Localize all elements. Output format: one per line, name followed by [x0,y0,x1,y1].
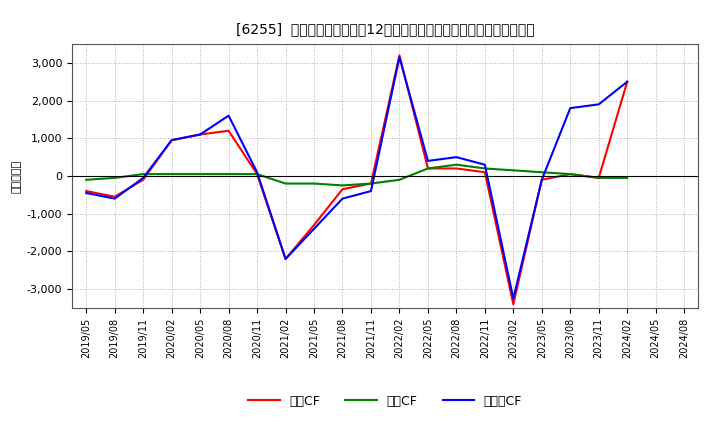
投資CF [509,168,518,173]
投資CF [253,172,261,177]
投資CF [480,166,489,171]
営業CF [480,169,489,175]
投資CF [537,169,546,175]
営業CF [82,188,91,194]
営業CF [366,181,375,186]
投資CF [282,181,290,186]
フリーCF [82,191,91,196]
フリーCF [338,196,347,201]
投資CF [338,183,347,188]
営業CF [537,177,546,183]
投資CF [139,172,148,177]
フリーCF [480,162,489,167]
フリーCF [566,106,575,111]
投資CF [423,166,432,171]
営業CF [196,132,204,137]
Legend: 営業CF, 投資CF, フリーCF: 営業CF, 投資CF, フリーCF [243,390,527,413]
フリーCF [423,158,432,164]
営業CF [167,138,176,143]
営業CF [423,166,432,171]
フリーCF [282,257,290,262]
営業CF [282,257,290,262]
Y-axis label: （百万円）: （百万円） [11,159,21,193]
営業CF [110,194,119,199]
Title: [6255]  キャッシュフローの12か月移動合計の対前年同期増減額の推移: [6255] キャッシュフローの12か月移動合計の対前年同期増減額の推移 [236,22,534,36]
フリーCF [366,188,375,194]
投資CF [82,177,91,183]
投資CF [595,175,603,180]
投資CF [167,172,176,177]
営業CF [395,53,404,58]
投資CF [310,181,318,186]
投資CF [110,175,119,180]
フリーCF [110,196,119,201]
営業CF [253,172,261,177]
営業CF [310,222,318,227]
投資CF [196,172,204,177]
営業CF [509,301,518,307]
フリーCF [452,154,461,160]
投資CF [566,172,575,177]
フリーCF [253,169,261,175]
投資CF [395,177,404,183]
Line: 営業CF: 営業CF [86,55,627,304]
フリーCF [167,138,176,143]
営業CF [595,175,603,180]
フリーCF [225,113,233,118]
フリーCF [623,79,631,84]
フリーCF [595,102,603,107]
営業CF [225,128,233,133]
営業CF [452,166,461,171]
Line: フリーCF: フリーCF [86,57,627,299]
営業CF [566,172,575,177]
営業CF [623,79,631,84]
フリーCF [395,55,404,60]
フリーCF [310,226,318,231]
投資CF [366,181,375,186]
投資CF [225,172,233,177]
投資CF [452,162,461,167]
Line: 投資CF: 投資CF [86,165,627,185]
投資CF [623,175,631,180]
フリーCF [537,177,546,183]
営業CF [139,177,148,183]
フリーCF [509,296,518,301]
フリーCF [139,175,148,180]
フリーCF [196,132,204,137]
営業CF [338,187,347,192]
